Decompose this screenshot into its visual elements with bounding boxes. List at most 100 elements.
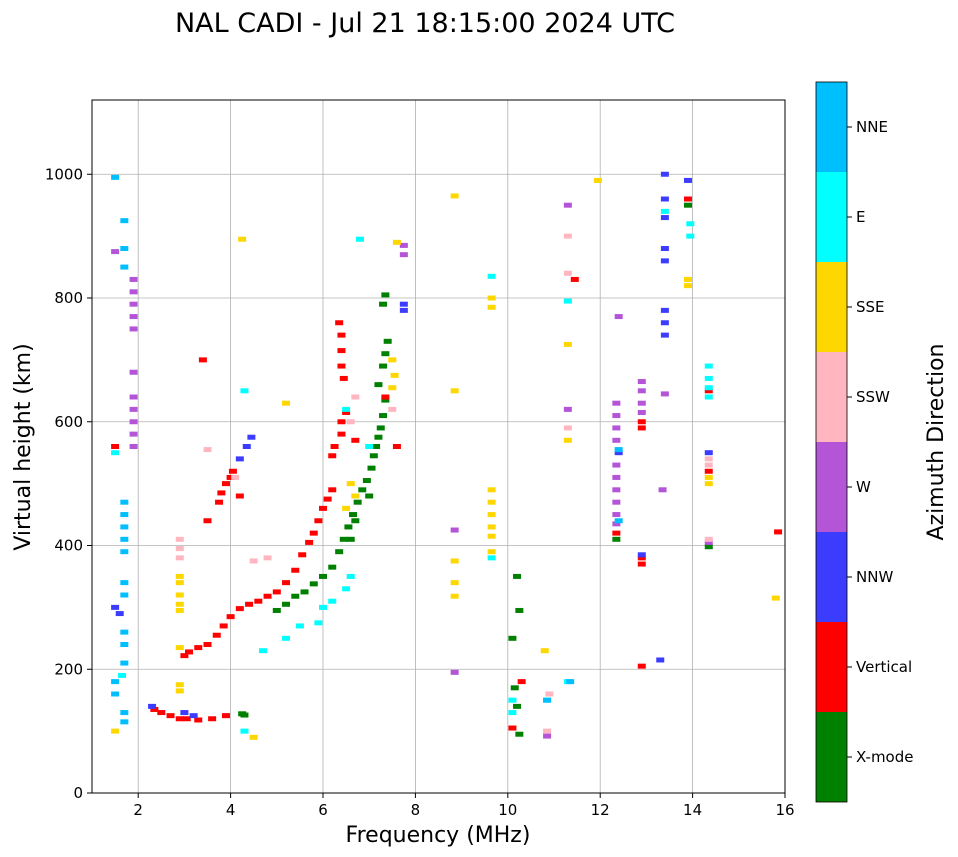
data-point — [228, 468, 237, 474]
data-point — [563, 233, 572, 239]
colorbar-segment — [816, 712, 847, 802]
data-point — [175, 682, 184, 688]
data-point — [704, 544, 713, 550]
data-point — [704, 388, 713, 394]
data-point — [111, 728, 120, 734]
x-tick-label: 12 — [591, 801, 610, 819]
data-point — [614, 450, 623, 456]
data-point — [335, 549, 344, 555]
data-point — [129, 406, 138, 412]
data-point — [319, 604, 327, 610]
data-point — [563, 425, 572, 431]
data-point — [120, 719, 129, 725]
x-tick-label: 14 — [683, 801, 702, 819]
series-x-mode — [238, 202, 713, 737]
data-point — [254, 598, 263, 604]
data-point — [175, 688, 184, 694]
data-point — [305, 539, 314, 545]
data-point — [129, 394, 138, 400]
data-point — [612, 487, 621, 493]
data-point — [314, 518, 323, 524]
x-tick-label: 6 — [318, 801, 328, 819]
data-point — [686, 233, 695, 239]
colorbar-label-x-mode: X-mode — [856, 748, 913, 766]
data-point — [704, 363, 713, 369]
data-point — [120, 629, 129, 635]
data-point — [339, 375, 348, 381]
data-point — [566, 679, 575, 685]
data-point — [240, 728, 249, 734]
colorbar-segment — [816, 532, 847, 622]
series-e — [111, 208, 713, 734]
colorbar-frame — [815, 81, 848, 803]
data-point — [120, 499, 129, 505]
data-point — [111, 249, 120, 255]
data-point — [637, 663, 646, 669]
data-point — [298, 552, 307, 558]
data-point — [612, 462, 621, 468]
data-point — [487, 304, 496, 310]
data-point — [189, 713, 198, 719]
data-point — [175, 601, 184, 607]
data-point — [240, 712, 249, 718]
colorbar-label-e: E — [856, 208, 865, 226]
data-point — [614, 518, 623, 524]
data-point — [175, 536, 184, 542]
data-point — [392, 444, 401, 449]
data-point — [660, 391, 669, 397]
data-point — [129, 431, 138, 437]
data-point — [515, 731, 524, 737]
data-point — [342, 586, 351, 592]
data-point — [219, 623, 228, 629]
data-point — [704, 456, 713, 462]
data-point — [508, 697, 517, 703]
data-marks — [111, 171, 783, 740]
x-tick-label: 4 — [226, 801, 236, 819]
data-point — [637, 425, 646, 431]
data-point — [637, 400, 646, 406]
data-point — [215, 499, 224, 505]
data-point — [337, 348, 346, 354]
data-point — [349, 512, 358, 518]
grid-lines — [92, 100, 786, 794]
data-point — [637, 555, 646, 561]
data-point — [637, 552, 646, 558]
data-point — [612, 536, 621, 542]
data-point — [129, 419, 138, 425]
colorbar-label-w: W — [856, 478, 871, 496]
data-point — [683, 202, 692, 208]
data-point — [381, 292, 390, 298]
data-point — [513, 573, 522, 579]
data-point — [487, 549, 496, 555]
data-point — [242, 444, 251, 449]
data-point — [203, 518, 212, 524]
data-point — [323, 496, 332, 502]
data-point — [450, 388, 459, 394]
data-point — [365, 444, 374, 449]
data-point — [683, 196, 692, 202]
data-point — [258, 648, 267, 654]
data-point — [166, 713, 175, 719]
data-point — [346, 573, 355, 579]
data-point — [704, 462, 713, 468]
data-point — [235, 456, 244, 462]
data-point — [148, 703, 157, 709]
data-point — [231, 474, 240, 480]
colorbar-segment — [816, 262, 847, 352]
data-point — [226, 614, 235, 620]
data-point — [217, 490, 226, 496]
data-point — [175, 555, 184, 561]
data-point — [235, 493, 244, 499]
data-point — [118, 672, 127, 678]
data-point — [612, 530, 621, 536]
data-point — [203, 447, 212, 453]
data-point — [399, 307, 408, 313]
colorbar-segment — [816, 622, 847, 712]
data-point — [543, 733, 552, 739]
data-point — [704, 536, 713, 542]
data-point — [660, 246, 669, 251]
data-point — [508, 635, 517, 641]
data-point — [637, 379, 646, 385]
data-point — [513, 703, 522, 709]
data-point — [129, 314, 138, 320]
